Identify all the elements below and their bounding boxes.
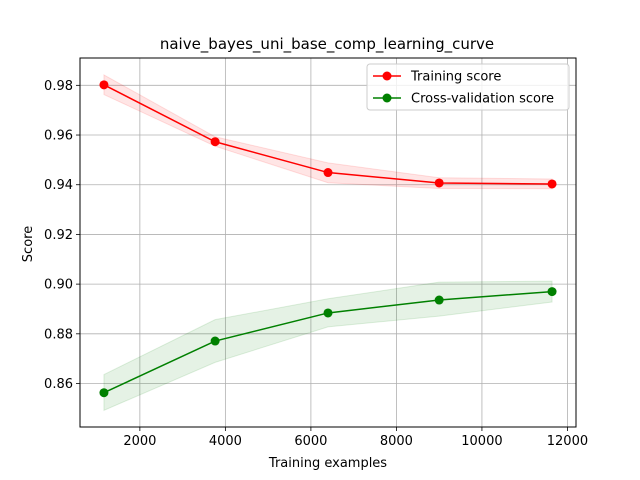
y-tick-label: 0.92 xyxy=(44,228,73,243)
training-score-point xyxy=(547,179,557,189)
legend-label-training-score: Training score xyxy=(410,70,501,85)
cross-validation-score-point xyxy=(323,308,333,318)
legend-marker-cross-validation-score xyxy=(382,93,392,103)
axis-ticks: 2000 4000 6000 8000 10000 12000 0.86 0.88 0.90 0.… xyxy=(44,79,588,449)
x-tick-label: 10000 xyxy=(461,434,502,449)
training-score-band xyxy=(103,74,553,190)
y-tick-label: 0.88 xyxy=(44,327,73,342)
y-tick-label: 0.90 xyxy=(44,278,73,293)
cross-validation-score-point xyxy=(547,287,557,297)
confidence-bands xyxy=(103,74,553,412)
training-score-point xyxy=(210,137,220,147)
chart-title: naive_bayes_uni_base_comp_learning_curve xyxy=(160,35,494,54)
y-tick-label: 0.96 xyxy=(44,129,73,144)
y-tick-label: 0.86 xyxy=(44,377,73,392)
training-score-point xyxy=(323,168,333,178)
series-points xyxy=(99,80,557,398)
x-tick-label: 12000 xyxy=(547,434,588,449)
cross-validation-score-band xyxy=(103,280,553,412)
legend-marker-training-score xyxy=(382,71,392,81)
legend-label-cross-validation-score: Cross-validation score xyxy=(411,92,554,107)
plot-frame xyxy=(79,57,577,428)
x-tick-label: 6000 xyxy=(294,434,327,449)
cross-validation-score-point xyxy=(434,295,444,305)
x-tick-label: 4000 xyxy=(209,434,242,449)
legend-box xyxy=(366,63,570,111)
x-axis-label: Training examples xyxy=(268,456,387,471)
y-tick-label: 0.94 xyxy=(44,178,73,193)
x-tick-label: 8000 xyxy=(380,434,413,449)
y-axis-label: Score xyxy=(21,226,36,262)
training-score-point xyxy=(99,80,109,90)
training-score-point xyxy=(434,178,444,188)
cross-validation-score-point xyxy=(210,336,220,346)
y-tick-label: 0.98 xyxy=(44,79,73,94)
cross-validation-score-point xyxy=(99,388,109,398)
x-tick-label: 2000 xyxy=(123,434,156,449)
legend: Training score Cross-validation score xyxy=(366,63,570,111)
